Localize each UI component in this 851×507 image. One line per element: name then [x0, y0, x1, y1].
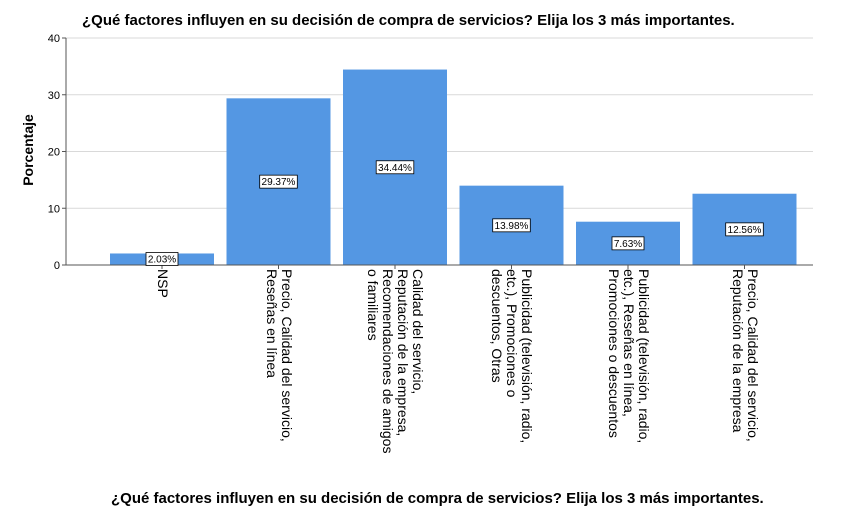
x-tick-label-line: Reputación de la empresa, [395, 269, 411, 437]
x-tick-label: Precio, Calidad del servicio, Reputación … [729, 269, 761, 442]
x-tick-label-line: Publicidad (televisión, radio, [635, 269, 652, 444]
y-tick-label: 10 [48, 203, 60, 215]
data-label: 7.63% [614, 239, 642, 250]
x-tick-label-line: Precio, Calidad del servicio, [278, 269, 295, 442]
data-label-box [145, 252, 179, 266]
x-tick-label: Publicidad (televisión, radio, etc.), Pro… [489, 269, 535, 444]
x-tick-label-line: etc.), Promociones o [504, 269, 520, 398]
x-tick-label-line: Recomendaciones de amigos [380, 269, 396, 454]
y-tick-label: 40 [48, 33, 60, 45]
data-label: 29.37% [262, 177, 296, 188]
data-label-box [725, 222, 764, 237]
y-tick-label: 0 [54, 260, 60, 272]
x-tick-label: Precio, Calidad del servicio, Reseñas en … [263, 269, 295, 442]
x-tick-label-line: Publicidad (televisión, radio, [519, 269, 535, 444]
x-tick-label-line: etc.), Reseñas en línea, [620, 269, 637, 417]
x-tick-label-line: Reseñas en línea [263, 269, 280, 378]
x-axis-title: ¿Qué factores influyen en su decisión de… [111, 490, 764, 507]
data-label-box [611, 236, 645, 251]
x-tick-label-line: NSP [154, 269, 171, 298]
x-tick-label-line: descuentos, Otras [489, 269, 505, 383]
data-label: 34.44% [378, 163, 412, 174]
y-tick-label: 20 [48, 147, 60, 159]
x-tick-label: Calidad del servicio, Reputación de la em… [365, 269, 426, 454]
x-tick-label-line: Promociones o descuentos [605, 269, 622, 438]
x-tick-label: NSP [154, 269, 171, 298]
x-tick-label-line: Precio, Calidad del servicio, [744, 269, 761, 442]
data-label-box [259, 174, 298, 189]
data-label-box [375, 160, 415, 175]
x-tick-label: Publicidad (televisión, radio, etc.), Res… [605, 269, 652, 444]
data-label-box [492, 218, 531, 233]
chart-title: ¿Qué factores influyen en su decisión de… [82, 12, 735, 29]
y-tick-label: 30 [48, 90, 60, 102]
data-label: 2.03% [148, 255, 176, 266]
data-label: 13.98% [495, 221, 529, 232]
data-label: 12.56% [728, 225, 762, 236]
x-tick-label-line: o familiares [365, 269, 381, 341]
x-tick-label-line: Reputación de la empresa [729, 269, 746, 433]
x-tick-label-line: Calidad del servicio, [410, 269, 426, 395]
